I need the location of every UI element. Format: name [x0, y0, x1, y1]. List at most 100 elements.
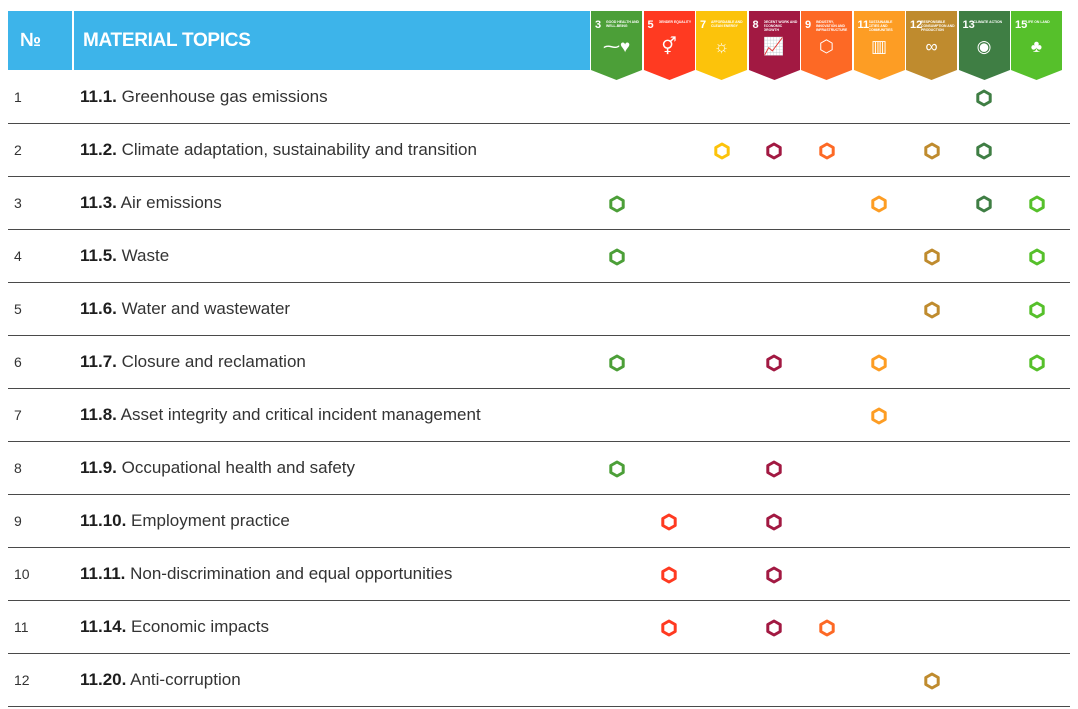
topic-label: Economic impacts	[126, 617, 269, 636]
heartbeat-icon: ⁓♥	[591, 37, 642, 57]
material-topic: 11.5. Waste	[80, 230, 169, 282]
sdg-goal-15-tile: 15 Life on land ♣	[1011, 11, 1062, 80]
sdg-goal-number: 8	[753, 19, 759, 31]
sdg-7-hexagon-marker-icon	[713, 142, 731, 160]
sdg-8-hexagon-marker-icon	[765, 566, 783, 584]
sdg-goal-number: 5	[648, 19, 654, 31]
topic-code: 11.2.	[80, 140, 117, 159]
sdg-8-hexagon-marker-icon	[765, 142, 783, 160]
material-topic: 11.20. Anti-corruption	[80, 654, 241, 706]
sdg-goal-title: Industry, innovation and infrastructure	[816, 20, 850, 32]
sdg-12-hexagon-marker-icon	[923, 248, 941, 266]
topic-label: Greenhouse gas emissions	[117, 87, 328, 106]
topic-label: Closure and reclamation	[117, 352, 306, 371]
sdg-8-hexagon-marker-icon	[765, 460, 783, 478]
topic-code: 11.14.	[80, 617, 126, 636]
sdg-goal-number: 11	[858, 19, 870, 31]
material-topic: 11.3. Air emissions	[80, 177, 222, 229]
sdg-12-hexagon-marker-icon	[923, 142, 941, 160]
topic-code: 11.1.	[80, 87, 117, 106]
topic-code: 11.11.	[80, 564, 125, 583]
row-number: 10	[14, 548, 30, 600]
sdg-5-hexagon-marker-icon	[660, 566, 678, 584]
sdg-goal-13-tile: 13 Climate action ◉	[959, 11, 1010, 80]
row-number: 9	[14, 495, 22, 547]
sdg-goal-number: 7	[700, 19, 706, 31]
topic-label: Non-discrimination and equal opportuniti…	[125, 564, 452, 583]
sdg-13-hexagon-marker-icon	[975, 89, 993, 107]
gender-equality-icon: ⚥	[644, 37, 695, 57]
sdg-goal-9-tile: 9 Industry, innovation and infrastructure…	[801, 11, 852, 80]
row-number: 5	[14, 283, 22, 335]
sdg-goal-title: Climate action	[974, 20, 1008, 24]
material-topic: 11.2. Climate adaptation, sustainability…	[80, 124, 477, 176]
sdg-3-hexagon-marker-icon	[608, 248, 626, 266]
material-topics-table: № MATERIAL TOPICS 3 Good health and well-…	[0, 0, 1078, 709]
sdg-3-hexagon-marker-icon	[608, 195, 626, 213]
sdg-15-hexagon-marker-icon	[1028, 248, 1046, 266]
cubes-icon: ⬡	[801, 37, 852, 57]
table-row: 6 11.7. Closure and reclamation	[8, 336, 1070, 389]
sdg-8-hexagon-marker-icon	[765, 619, 783, 637]
material-topic: 11.9. Occupational health and safety	[80, 442, 355, 494]
topic-code: 11.20.	[80, 670, 126, 689]
city-icon: ▥	[854, 37, 905, 57]
table-row: 5 11.6. Water and wastewater	[8, 283, 1070, 336]
table-row: 10 11.11. Non-discrimination and equal op…	[8, 548, 1070, 601]
topic-label: Water and wastewater	[117, 299, 290, 318]
sdg-13-hexagon-marker-icon	[975, 195, 993, 213]
sdg-goal-number: 9	[805, 19, 811, 31]
sdg-11-hexagon-marker-icon	[870, 195, 888, 213]
table-row: 3 11.3. Air emissions	[8, 177, 1070, 230]
topic-code: 11.10.	[80, 511, 126, 530]
sdg-15-hexagon-marker-icon	[1028, 195, 1046, 213]
row-number: 11	[14, 601, 29, 653]
topic-label: Climate adaptation, sustainability and t…	[117, 140, 477, 159]
tree-icon: ♣	[1011, 37, 1062, 57]
topic-code: 11.5.	[80, 246, 117, 265]
table-row: 2 11.2. Climate adaptation, sustainabilit…	[8, 124, 1070, 177]
material-topic: 11.6. Water and wastewater	[80, 283, 290, 335]
row-number: 12	[14, 654, 30, 706]
sdg-3-hexagon-marker-icon	[608, 460, 626, 478]
row-number: 8	[14, 442, 22, 494]
topic-label: Asset integrity and critical incident ma…	[117, 405, 481, 424]
row-number: 1	[14, 71, 22, 123]
row-number: 3	[14, 177, 22, 229]
topic-code: 11.9.	[80, 458, 117, 477]
sdg-5-hexagon-marker-icon	[660, 619, 678, 637]
sdg-goal-title: Decent work and economic growth	[764, 20, 798, 32]
sdg-goal-8-tile: 8 Decent work and economic growth 📈	[749, 11, 800, 80]
topic-label: Employment practice	[126, 511, 289, 530]
material-topics-column-header: MATERIAL TOPICS	[74, 11, 590, 70]
topic-label: Air emissions	[117, 193, 222, 212]
topic-label: Waste	[117, 246, 169, 265]
growth-chart-icon: 📈	[749, 37, 800, 57]
sdg-goal-title: Responsible consumption and production	[921, 20, 955, 32]
sdg-goal-title: Sustainable cities and communities	[869, 20, 903, 32]
sdg-12-hexagon-marker-icon	[923, 301, 941, 319]
sdg-goal-7-tile: 7 Affordable and clean energy ☼	[696, 11, 747, 80]
table-row: 8 11.9. Occupational health and safety	[8, 442, 1070, 495]
row-number: 4	[14, 230, 22, 282]
eye-globe-icon: ◉	[959, 37, 1010, 57]
sdg-11-hexagon-marker-icon	[870, 354, 888, 372]
sdg-9-hexagon-marker-icon	[818, 619, 836, 637]
material-topic: 11.10. Employment practice	[80, 495, 290, 547]
sun-icon: ☼	[696, 37, 747, 57]
table-row: 9 11.10. Employment practice	[8, 495, 1070, 548]
sdg-13-hexagon-marker-icon	[975, 142, 993, 160]
infinity-icon: ∞	[906, 37, 957, 57]
material-topic: 11.1. Greenhouse gas emissions	[80, 71, 328, 123]
topic-code: 11.7.	[80, 352, 117, 371]
row-number: 6	[14, 336, 22, 388]
topic-label: Occupational health and safety	[117, 458, 355, 477]
sdg-goal-11-tile: 11 Sustainable cities and communities ▥	[854, 11, 905, 80]
number-column-header: №	[8, 11, 72, 70]
sdg-5-hexagon-marker-icon	[660, 513, 678, 531]
sdg-15-hexagon-marker-icon	[1028, 354, 1046, 372]
table-row: 4 11.5. Waste	[8, 230, 1070, 283]
sdg-goal-number: 3	[595, 19, 601, 31]
sdg-8-hexagon-marker-icon	[765, 513, 783, 531]
sdg-11-hexagon-marker-icon	[870, 407, 888, 425]
